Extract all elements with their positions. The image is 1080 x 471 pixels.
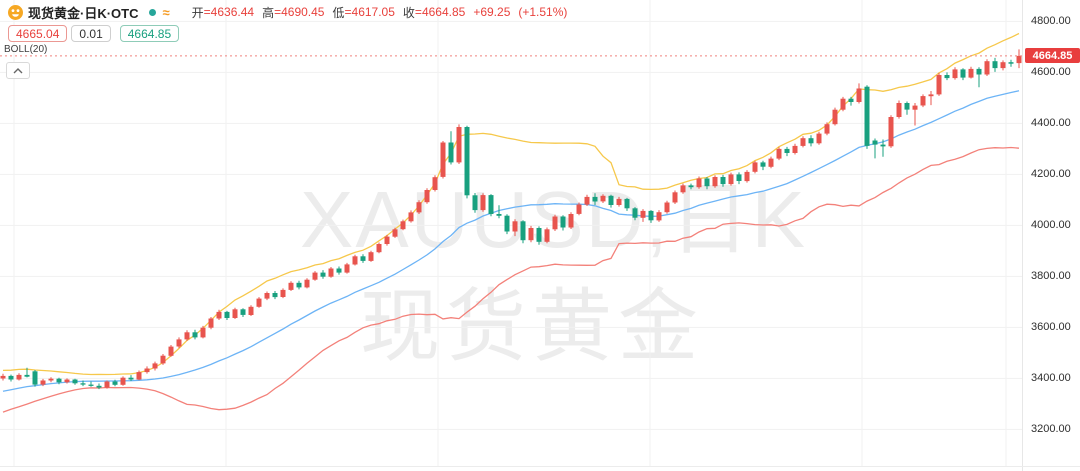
- low-value: 4617.05: [351, 5, 395, 19]
- change-percent: (+1.51%): [518, 5, 568, 19]
- y-axis-tick: 4000.00: [1031, 219, 1071, 231]
- ask-price-button[interactable]: 4664.85: [119, 25, 180, 42]
- y-axis-tick: 4600.00: [1031, 66, 1071, 78]
- ohlc-summary: 开 = 4636.44 高 = 4690.45 低 = 4617.05 收 = 4664.85 …: [191, 5, 568, 20]
- boll-lower-band: [2, 146, 1020, 413]
- chevron-up-icon: [13, 67, 23, 73]
- last-price-tag: 4664.85: [1025, 48, 1080, 63]
- boll-upper-band: [2, 32, 1020, 376]
- boll-middle-band: [2, 90, 1020, 392]
- market-status-dot: [148, 8, 156, 16]
- spread-value[interactable]: 0.01: [71, 25, 111, 42]
- y-axis-tick: 4800.00: [1031, 15, 1071, 27]
- high-label: 高: [262, 5, 275, 20]
- collapse-indicator-button[interactable]: [6, 62, 30, 79]
- y-axis-tick: 3600.00: [1031, 321, 1071, 333]
- high-value: 4690.45: [281, 5, 325, 19]
- change-value: +69.25: [473, 5, 511, 19]
- approx-icon: ≈: [162, 4, 170, 20]
- bid-price-button[interactable]: 4665.04: [8, 25, 68, 42]
- symbol-title: 现货黄金·日K·OTC: [28, 5, 139, 21]
- chart-bottom-border: [0, 466, 1080, 467]
- quote-row: 4665.04 0.01 4664.85: [8, 25, 180, 42]
- close-value: 4664.85: [421, 5, 466, 19]
- open-value: 4636.44: [210, 5, 255, 19]
- indicator-label: BOLL(20): [4, 44, 48, 55]
- y-axis-tick: 3400.00: [1031, 372, 1071, 384]
- y-axis-tick: 4200.00: [1031, 168, 1071, 180]
- y-axis-tick: 4400.00: [1031, 117, 1071, 129]
- candlestick-chart[interactable]: [0, 0, 1022, 471]
- low-label: 低: [332, 5, 345, 20]
- y-axis-tick: 3800.00: [1031, 270, 1071, 282]
- symbol-row: 现货黄金·日K·OTC ≈ 开 = 4636.44 高 = 4690.45 低 = 4617…: [8, 3, 567, 21]
- open-label: 开: [191, 5, 204, 20]
- close-label: 收: [402, 5, 415, 20]
- candles-layer: [0, 49, 1022, 390]
- price-axis[interactable]: 4800.00 4600.00 4400.00 4200.00 4000.00 3800.…: [1022, 0, 1080, 471]
- grid-layer: [0, 0, 1022, 466]
- y-axis-tick: 3200.00: [1031, 423, 1071, 435]
- instrument-icon: [8, 4, 23, 20]
